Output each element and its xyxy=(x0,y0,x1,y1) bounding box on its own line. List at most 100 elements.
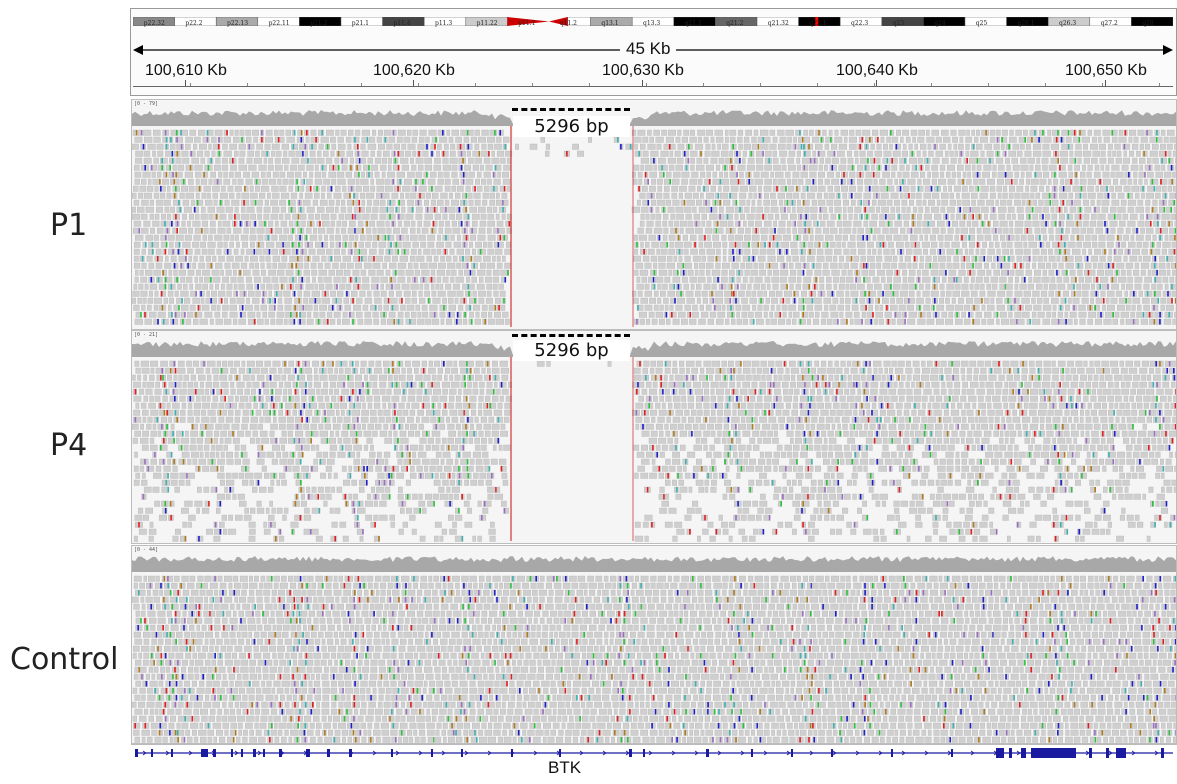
read xyxy=(1104,319,1112,325)
read xyxy=(151,368,154,374)
read xyxy=(843,214,847,220)
read xyxy=(275,158,281,164)
mismatch-base xyxy=(1017,368,1019,374)
read xyxy=(178,368,186,374)
read xyxy=(665,368,670,374)
read xyxy=(1073,298,1080,304)
read xyxy=(793,172,799,178)
mismatch-base xyxy=(367,137,369,143)
mismatch-base xyxy=(296,312,298,318)
ruler-baseline xyxy=(133,86,1173,87)
read xyxy=(309,172,313,178)
read xyxy=(1041,221,1049,227)
read xyxy=(716,319,723,325)
mismatch-base xyxy=(807,186,809,192)
read xyxy=(255,263,258,269)
read xyxy=(1161,298,1166,304)
read xyxy=(840,298,844,304)
read xyxy=(1156,228,1160,234)
mismatch-base xyxy=(719,200,721,206)
read xyxy=(284,242,290,248)
read xyxy=(273,172,278,178)
read xyxy=(353,284,360,290)
read xyxy=(268,270,275,276)
mismatch-base xyxy=(177,221,179,227)
read xyxy=(175,291,179,297)
read xyxy=(819,277,824,283)
mismatch-base xyxy=(918,186,920,192)
read xyxy=(779,151,787,157)
read xyxy=(633,298,638,304)
mismatch-base xyxy=(1014,263,1016,269)
read xyxy=(1037,158,1040,164)
read xyxy=(1009,186,1015,192)
read xyxy=(1051,207,1054,213)
mismatch-base xyxy=(162,270,164,276)
read xyxy=(657,361,663,367)
read xyxy=(1095,319,1102,325)
read xyxy=(154,298,162,304)
mismatch-base xyxy=(345,242,347,248)
read xyxy=(810,207,818,213)
read xyxy=(715,375,721,381)
read xyxy=(961,263,965,269)
read xyxy=(132,193,136,199)
read xyxy=(834,249,841,255)
mismatch-base xyxy=(838,193,840,199)
read xyxy=(675,375,683,381)
read xyxy=(290,179,294,185)
mismatch-base xyxy=(663,172,665,178)
mismatch-base xyxy=(301,277,303,283)
read xyxy=(864,193,871,199)
read xyxy=(201,298,204,304)
read xyxy=(1043,270,1047,276)
read xyxy=(454,319,461,325)
read xyxy=(780,270,788,276)
read xyxy=(1039,200,1044,206)
mismatch-base xyxy=(236,291,238,297)
read xyxy=(276,151,281,157)
read xyxy=(875,305,878,311)
read xyxy=(1108,256,1112,262)
read xyxy=(1153,158,1159,164)
mismatch-base xyxy=(239,270,241,276)
read xyxy=(355,130,360,136)
read xyxy=(355,361,359,367)
read xyxy=(378,228,385,234)
read xyxy=(135,319,143,325)
read xyxy=(318,228,325,234)
read xyxy=(152,151,155,157)
alignment-track-p4[interactable]: [0 - 21] xyxy=(131,330,1177,544)
read xyxy=(722,263,729,269)
mismatch-base xyxy=(1029,200,1031,206)
read xyxy=(1056,291,1061,297)
read xyxy=(979,158,987,164)
read xyxy=(1070,270,1075,276)
read xyxy=(322,256,327,262)
read xyxy=(388,158,391,164)
read xyxy=(884,165,890,171)
mismatch-base xyxy=(464,375,466,381)
read xyxy=(219,256,225,262)
mismatch-base xyxy=(803,144,805,150)
read xyxy=(761,144,769,150)
alignment-track-p1[interactable]: [0 - 79] xyxy=(131,99,1177,330)
read xyxy=(419,298,425,304)
read xyxy=(1167,144,1172,150)
read xyxy=(188,368,194,374)
read xyxy=(881,186,888,192)
mismatch-base xyxy=(1158,298,1160,304)
read xyxy=(928,200,935,206)
read xyxy=(941,207,945,213)
read xyxy=(690,277,697,283)
read xyxy=(1155,165,1160,171)
mismatch-base xyxy=(808,284,810,290)
read xyxy=(377,186,384,192)
read xyxy=(845,298,850,304)
read xyxy=(183,242,191,248)
read xyxy=(857,242,865,248)
read xyxy=(217,361,221,367)
mismatch-base xyxy=(768,158,770,164)
read xyxy=(638,172,642,178)
read xyxy=(841,130,848,136)
